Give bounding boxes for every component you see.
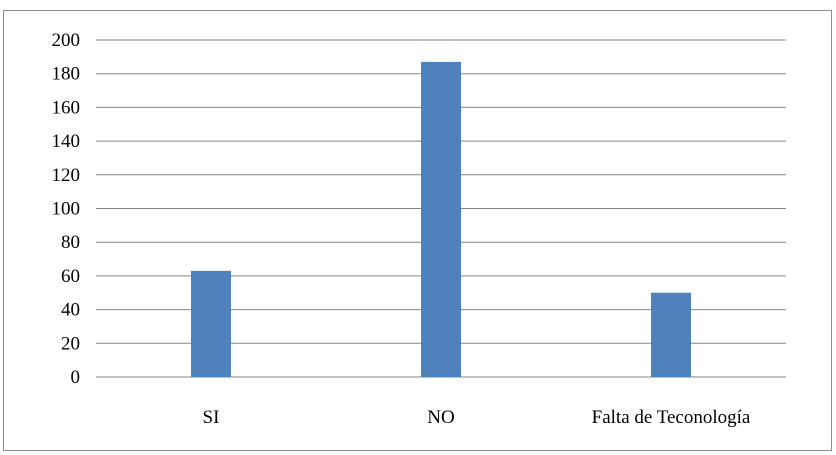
- bar-1: [421, 61, 461, 377]
- y-tick-label-160: 160: [52, 97, 81, 118]
- y-tick-label-140: 140: [52, 131, 81, 152]
- y-tick-label-60: 60: [61, 266, 80, 287]
- category-label-no: NO: [427, 407, 454, 428]
- y-tick-label-0: 0: [71, 367, 81, 388]
- x-axis-labels: SI NO Falta de Teconología: [203, 407, 751, 428]
- bars: [191, 61, 691, 377]
- y-tick-label-200: 200: [52, 30, 81, 51]
- y-tick-label-40: 40: [61, 300, 80, 321]
- y-tick-label-80: 80: [61, 232, 80, 253]
- category-label-falta-de-teconologia: Falta de Teconología: [592, 407, 751, 428]
- y-axis-ticks: 0 20 40 60 80 100 120 140 160 180 200: [52, 30, 81, 388]
- y-tick-label-120: 120: [52, 165, 81, 186]
- y-tick-label-100: 100: [52, 199, 81, 220]
- y-tick-label-20: 20: [61, 333, 80, 354]
- bar-0: [191, 270, 231, 377]
- bar-2: [651, 292, 691, 377]
- category-label-si: SI: [203, 407, 220, 428]
- y-tick-label-180: 180: [52, 64, 81, 85]
